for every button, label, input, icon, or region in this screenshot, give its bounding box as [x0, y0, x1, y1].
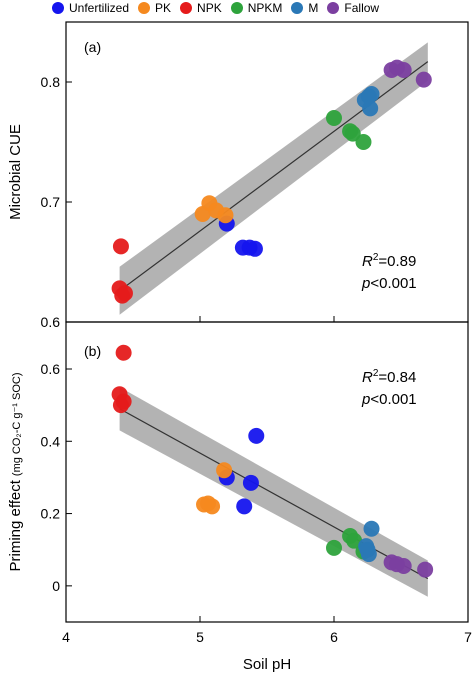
panel-b-point-npk-4	[115, 393, 132, 410]
legend-marker-fallow	[327, 2, 340, 14]
panel-a-y-axis-title: Microbial CUE	[7, 124, 24, 220]
panel-b-y-axis-title: Priming effect (mg CO₂-C g⁻¹ SOC)	[7, 372, 24, 571]
panel-b-y-tick-label: 0	[52, 578, 60, 594]
panel-b-x-tick-label: 4	[62, 629, 70, 645]
legend-marker-unfertilized	[52, 2, 64, 14]
legend-item-npkm: NPKM	[230, 1, 283, 15]
legend-label-m: M	[308, 1, 319, 15]
panel-a-label: (a)	[84, 39, 101, 55]
panel-b-point-unfertilized-2	[236, 498, 253, 515]
panel-b-point-unfertilized-3	[248, 427, 265, 444]
panel-a-point-m-3	[363, 86, 380, 102]
legend-marker-m	[291, 2, 304, 14]
panel-a-y-tick-label: 0.8	[41, 74, 61, 90]
panel-a-point-npk-1	[112, 238, 129, 255]
panel-b-y-axis-units: (mg CO₂-C g⁻¹ SOC)	[11, 372, 23, 476]
panel-b-label: (b)	[84, 343, 101, 359]
panel-a-point-npk-4	[116, 285, 133, 302]
panel-b-y-tick-label: 0.6	[41, 361, 61, 377]
panel-b-r2-exponent: 2	[373, 368, 379, 379]
panel-a-confidence-band	[119, 42, 428, 315]
chart-legend: Unfertilized PK NPK NPKM M Fallow	[52, 0, 388, 16]
panel-b-y-tick-label: 0.2	[41, 506, 61, 522]
panel-b-r2-stat: R2=0.84	[362, 368, 416, 386]
panel-b-plot: 0 0.2 0.4 0.6 4 5 6 7	[41, 344, 472, 645]
panel-a-p-value: <0.001	[370, 275, 416, 292]
panel-b-p-stat: p<0.001	[361, 391, 417, 408]
panel-b-point-fallow-3	[395, 557, 412, 574]
panel-a-plot: 0.6 0.7 0.8	[41, 42, 469, 330]
panel-a-p-symbol: p	[361, 275, 370, 292]
panel-b-x-tick-label: 7	[464, 629, 472, 645]
legend-item-pk: PK	[138, 1, 171, 15]
panel-b-point-unfertilized-4	[242, 474, 259, 491]
legend-label-unfertilized: Unfertilized	[69, 1, 130, 15]
panel-b-frame	[65, 321, 469, 623]
panel-b-point-m-1	[363, 520, 380, 537]
panel-b-point-npkm-3	[346, 532, 363, 549]
legend-item-m: M	[291, 1, 318, 15]
panel-a-point-npkm-1	[326, 110, 342, 126]
panel-b-y-tick-label: 0.4	[41, 433, 61, 449]
panel-b-r2-value: =0.84	[378, 369, 416, 386]
panel-a-r2-exponent: 2	[373, 252, 379, 263]
panel-a-point-npkm-4	[355, 134, 372, 150]
panel-a-point-pk-4	[217, 207, 234, 224]
panel-b-confidence-band	[119, 387, 428, 597]
panel-b-p-value: <0.001	[370, 391, 416, 408]
panel-b-point-npkm-1	[326, 539, 342, 556]
legend-label-npk: NPK	[197, 1, 222, 15]
panel-a-point-fallow-4	[415, 71, 432, 88]
legend-item-npk: NPK	[180, 1, 222, 15]
panel-b-p-symbol: p	[361, 391, 370, 408]
x-axis-title: Soil pH	[243, 656, 291, 673]
legend-item-unfertilized: Unfertilized	[52, 1, 129, 15]
panel-a-point-fallow-3	[395, 62, 412, 78]
legend-label-fallow: Fallow	[344, 1, 380, 15]
panel-a-y-tick-label: 0.7	[41, 194, 61, 210]
legend-label-pk: PK	[155, 1, 172, 15]
panel-b-fit-line	[119, 408, 429, 580]
legend-marker-pk	[138, 2, 151, 14]
legend-marker-npkm	[230, 2, 243, 14]
panel-a-point-unfertilized-4	[246, 240, 263, 257]
panel-b-point-pk-3	[204, 498, 221, 515]
panel-a-r2-stat: R2=0.89	[362, 252, 416, 270]
panel-a-r2-value: =0.89	[378, 253, 416, 270]
legend-label-npkm: NPKM	[247, 1, 283, 15]
panel-a-point-m-4	[362, 100, 379, 117]
panel-b-y-axis-title-main: Priming effect	[7, 479, 24, 571]
panel-b-point-pk-4	[216, 462, 233, 479]
panel-a-r2-symbol: R	[362, 253, 373, 270]
panel-b-point-fallow-4	[417, 561, 434, 578]
panel-a-p-stat: p<0.001	[361, 275, 417, 292]
panel-b-x-tick-label: 5	[196, 629, 204, 645]
legend-marker-npk	[180, 2, 193, 14]
panel-b-point-npk-1	[115, 344, 132, 361]
panel-b-x-tick-label: 6	[330, 629, 338, 645]
panel-b-r2-symbol: R	[362, 369, 373, 386]
panel-b-point-m-4	[358, 538, 375, 555]
legend-item-fallow: Fallow	[327, 1, 379, 15]
panel-a-point-npkm-3	[344, 125, 361, 142]
panel-a-y-tick-label: 0.6	[41, 314, 61, 330]
